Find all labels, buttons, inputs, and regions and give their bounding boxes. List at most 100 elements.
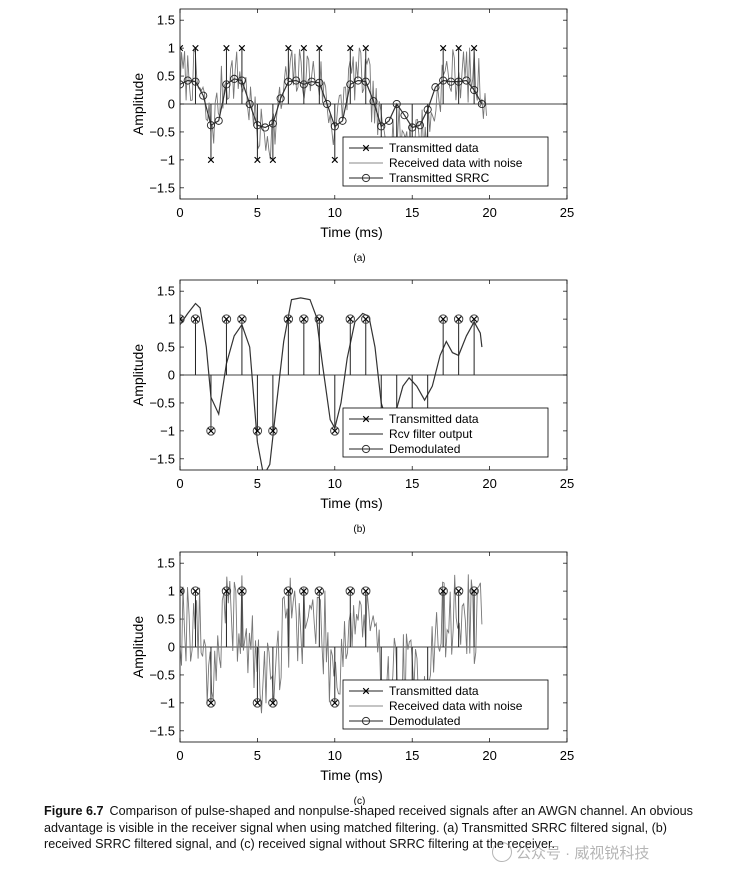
data-marker-x bbox=[285, 587, 292, 595]
y-tick-label: 1.5 bbox=[157, 556, 175, 571]
data-marker-x bbox=[269, 427, 277, 435]
data-marker-x bbox=[316, 587, 323, 595]
legend-label: Transmitted data bbox=[389, 412, 479, 426]
y-axis-label: Amplitude bbox=[130, 73, 146, 135]
demodulated-point bbox=[361, 314, 371, 324]
srrc-point bbox=[214, 116, 223, 125]
demodulated-point bbox=[438, 314, 448, 324]
demodulated-point bbox=[453, 314, 464, 324]
y-tick-label: −0.5 bbox=[149, 667, 175, 682]
srrc-point bbox=[415, 121, 424, 130]
demodulated-point bbox=[237, 314, 247, 324]
srrc-point bbox=[292, 76, 301, 85]
srrc-point bbox=[230, 74, 239, 83]
y-tick-label: −1 bbox=[160, 695, 175, 710]
y-tick-label: 1.5 bbox=[157, 13, 175, 28]
demodulated-point bbox=[330, 698, 340, 708]
demodulated-point bbox=[438, 586, 448, 596]
x-tick-label: 25 bbox=[560, 748, 574, 763]
demodulated-point bbox=[345, 586, 355, 596]
demodulated-point bbox=[206, 698, 216, 708]
srrc-point bbox=[276, 94, 285, 103]
demodulated-point bbox=[361, 586, 371, 596]
srrc-point bbox=[477, 99, 486, 109]
data-marker-x bbox=[207, 427, 215, 435]
chart-panel-3: 0 5 10 15 20 25 −1.5 −1 −0.5 0 0.5 1 1.5 Time (ms) Amp… bbox=[130, 551, 574, 805]
srrc-point bbox=[400, 111, 409, 120]
legend-label: Transmitted data bbox=[389, 684, 479, 698]
y-tick-label: −0.5 bbox=[149, 395, 175, 410]
data-marker-x bbox=[300, 587, 308, 595]
x-tick-label: 0 bbox=[176, 748, 183, 763]
data-marker-x bbox=[455, 44, 462, 52]
x-tick-label: 15 bbox=[405, 205, 419, 220]
legend-marker-x bbox=[362, 415, 370, 423]
srrc-point bbox=[446, 77, 455, 86]
demodulated-point bbox=[283, 314, 294, 324]
demodulated-point bbox=[314, 314, 325, 324]
demodulated-point bbox=[237, 586, 247, 596]
watermark-text: 公众号 · 威视锐科技 bbox=[516, 845, 650, 862]
data-marker-x bbox=[347, 315, 354, 323]
demodulated-point bbox=[252, 698, 263, 708]
data-marker-x bbox=[207, 699, 215, 707]
y-tick-label: 1.5 bbox=[157, 284, 175, 299]
srrc-point bbox=[353, 76, 363, 85]
x-tick-label: 5 bbox=[254, 748, 261, 763]
srrc-point bbox=[431, 83, 440, 92]
x-tick-label: 25 bbox=[560, 205, 574, 220]
demodulated-point bbox=[299, 314, 309, 324]
y-tick-label: −1.5 bbox=[149, 180, 175, 195]
legend-marker-x bbox=[362, 144, 370, 152]
demodulated-point bbox=[180, 314, 185, 324]
x-tick-label: 20 bbox=[482, 748, 496, 763]
x-tick-label: 10 bbox=[328, 748, 342, 763]
data-marker-x bbox=[207, 156, 215, 164]
srrc-point bbox=[462, 76, 471, 85]
wechat-icon bbox=[492, 842, 512, 862]
data-marker-x bbox=[470, 44, 478, 52]
data-marker-x bbox=[331, 156, 338, 164]
y-axis-label: Amplitude bbox=[130, 616, 146, 678]
demodulated-point bbox=[453, 586, 464, 596]
chart-panel-2: 0 5 10 15 20 25 −1.5 −1 −0.5 0 0.5 1 1.5 Time (ms) Amp… bbox=[130, 279, 574, 535]
y-tick-label: 0.5 bbox=[157, 69, 175, 84]
data-marker-x bbox=[180, 587, 184, 595]
y-tick-label: 1 bbox=[168, 584, 175, 599]
data-marker-x bbox=[180, 315, 184, 323]
legend-marker-circle bbox=[361, 173, 371, 183]
data-marker-x bbox=[238, 44, 246, 52]
noise-series-line bbox=[180, 47, 487, 162]
srrc-point bbox=[261, 123, 270, 132]
srrc-point bbox=[384, 116, 394, 125]
srrc-point bbox=[245, 99, 254, 109]
srrc-point bbox=[180, 80, 185, 89]
x-tick-label: 15 bbox=[405, 476, 419, 491]
y-tick-label: −1.5 bbox=[149, 451, 175, 466]
data-marker-x bbox=[254, 156, 261, 164]
data-marker-x bbox=[223, 44, 230, 52]
legend-marker-circle bbox=[361, 444, 371, 454]
legend-label: Received data with noise bbox=[389, 699, 523, 713]
legend-label: Demodulated bbox=[389, 442, 460, 456]
data-marker-x bbox=[285, 44, 292, 52]
data-marker-x bbox=[362, 587, 369, 595]
y-tick-label: 0 bbox=[168, 97, 175, 112]
data-marker-x bbox=[285, 315, 292, 323]
legend-label: Demodulated bbox=[389, 714, 460, 728]
x-tick-label: 20 bbox=[482, 476, 496, 491]
legend-label: Transmitted data bbox=[389, 141, 479, 155]
data-marker-x bbox=[439, 315, 447, 323]
data-marker-x bbox=[223, 587, 230, 595]
panel-label: (b) bbox=[353, 524, 365, 535]
srrc-point bbox=[338, 116, 347, 125]
demodulated-point bbox=[221, 586, 232, 596]
y-tick-label: −1 bbox=[160, 152, 175, 167]
srrc-point bbox=[323, 99, 332, 109]
data-marker-x bbox=[192, 315, 199, 323]
demodulated-point bbox=[283, 586, 294, 596]
data-marker-x bbox=[470, 315, 478, 323]
